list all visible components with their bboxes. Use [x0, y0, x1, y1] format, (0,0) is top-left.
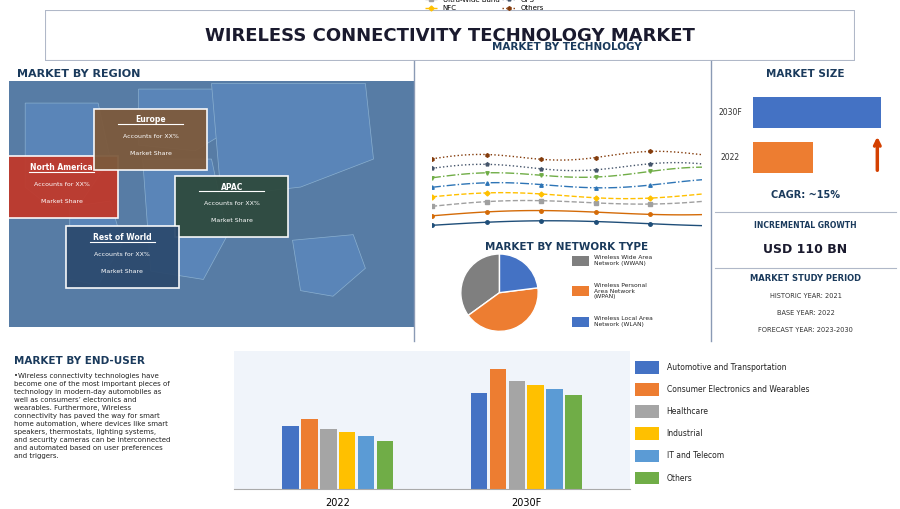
Polygon shape	[25, 103, 110, 207]
Bar	[471, 393, 488, 489]
FancyBboxPatch shape	[45, 10, 855, 61]
FancyBboxPatch shape	[94, 109, 207, 170]
Text: MARKET BY TECHNOLOGY: MARKET BY TECHNOLOGY	[492, 42, 642, 52]
Text: BASE YEAR: 2022: BASE YEAR: 2022	[777, 310, 834, 316]
FancyBboxPatch shape	[5, 156, 119, 218]
FancyBboxPatch shape	[635, 472, 659, 485]
FancyBboxPatch shape	[635, 449, 659, 462]
Text: MARKET BY NETWORK TYPE: MARKET BY NETWORK TYPE	[485, 242, 649, 252]
Text: North America: North America	[31, 163, 93, 172]
Wedge shape	[461, 254, 500, 316]
Bar	[546, 389, 562, 489]
FancyBboxPatch shape	[572, 256, 589, 266]
Text: Wireless Personal
Area Network
(WPAN): Wireless Personal Area Network (WPAN)	[594, 283, 647, 299]
Wedge shape	[468, 288, 538, 331]
Bar	[320, 429, 337, 489]
Bar	[527, 385, 544, 489]
Text: Accounts for XX%: Accounts for XX%	[122, 134, 179, 139]
Text: MARKET SIZE: MARKET SIZE	[766, 69, 845, 79]
Bar	[357, 436, 374, 489]
Text: FORECAST YEAR: 2023-2030: FORECAST YEAR: 2023-2030	[758, 327, 853, 333]
Text: Wireless Local Area
Network (WLAN): Wireless Local Area Network (WLAN)	[594, 316, 652, 327]
Text: Market Share: Market Share	[102, 269, 143, 273]
Wedge shape	[500, 254, 538, 293]
Polygon shape	[139, 89, 228, 151]
Text: MARKET BY REGION: MARKET BY REGION	[17, 69, 140, 79]
Text: 2022: 2022	[720, 153, 740, 162]
Text: Market Share: Market Share	[211, 218, 253, 223]
Text: APAC: APAC	[220, 183, 243, 191]
Text: Consumer Electronics and Wearables: Consumer Electronics and Wearables	[667, 385, 809, 394]
Bar	[376, 441, 393, 489]
Text: Market Share: Market Share	[40, 199, 83, 204]
Text: Accounts for XX%: Accounts for XX%	[94, 252, 150, 257]
Text: 2030F: 2030F	[718, 108, 742, 118]
FancyBboxPatch shape	[635, 405, 659, 418]
Text: CAGR: ~15%: CAGR: ~15%	[771, 190, 840, 200]
Text: MARKET STUDY PERIOD: MARKET STUDY PERIOD	[750, 274, 861, 283]
Polygon shape	[212, 83, 374, 192]
Text: INCREMENTAL GROWTH: INCREMENTAL GROWTH	[754, 221, 857, 230]
FancyBboxPatch shape	[635, 361, 659, 374]
Text: WIRELESS CONNECTIVITY TECHNOLOGY MARKET: WIRELESS CONNECTIVITY TECHNOLOGY MARKET	[205, 26, 695, 45]
Polygon shape	[70, 201, 122, 285]
Bar	[302, 419, 318, 489]
Polygon shape	[142, 159, 228, 279]
Bar	[490, 369, 507, 489]
Text: MARKET BY END-USER: MARKET BY END-USER	[14, 356, 144, 366]
FancyBboxPatch shape	[752, 98, 881, 128]
FancyBboxPatch shape	[572, 317, 589, 327]
Text: Others: Others	[667, 473, 692, 483]
Text: USD 110 BN: USD 110 BN	[763, 243, 848, 256]
Text: •Wireless connectivity technologies have
become one of the most important pieces: •Wireless connectivity technologies have…	[14, 373, 170, 459]
FancyBboxPatch shape	[752, 142, 813, 173]
Polygon shape	[292, 235, 365, 296]
Text: Wireless Wide Area
Network (WWAN): Wireless Wide Area Network (WWAN)	[594, 255, 652, 266]
FancyBboxPatch shape	[175, 176, 289, 237]
Bar	[338, 433, 356, 489]
FancyBboxPatch shape	[635, 383, 659, 396]
FancyBboxPatch shape	[9, 80, 414, 327]
FancyBboxPatch shape	[635, 428, 659, 440]
Text: Healthcare: Healthcare	[667, 407, 708, 416]
FancyBboxPatch shape	[66, 226, 179, 288]
Text: Automotive and Transportation: Automotive and Transportation	[667, 363, 786, 372]
Text: Accounts for XX%: Accounts for XX%	[33, 182, 90, 187]
Text: Europe: Europe	[135, 116, 166, 124]
Text: Market Share: Market Share	[130, 151, 172, 156]
Bar	[283, 427, 299, 489]
Text: Rest of World: Rest of World	[93, 233, 152, 242]
Text: Industrial: Industrial	[667, 430, 703, 438]
FancyBboxPatch shape	[572, 286, 589, 296]
Text: HISTORIC YEAR: 2021: HISTORIC YEAR: 2021	[770, 293, 842, 299]
Text: Accounts for XX%: Accounts for XX%	[203, 202, 260, 206]
Bar	[565, 395, 581, 489]
Text: IT and Telecom: IT and Telecom	[667, 451, 724, 461]
Legend: Bluetooth, Wi-Fi, Ultra-Wide Band, NFC, Cellular, Zigbee, GPS, Others: Bluetooth, Wi-Fi, Ultra-Wide Band, NFC, …	[422, 0, 550, 14]
Bar	[508, 381, 526, 489]
